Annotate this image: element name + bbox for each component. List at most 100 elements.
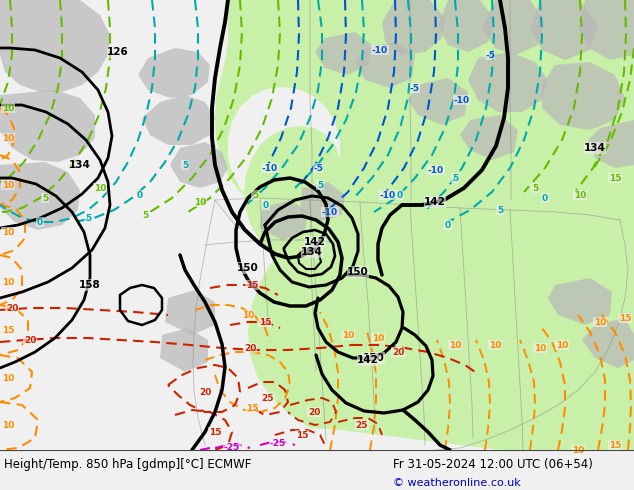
Text: 5: 5 [497,205,503,215]
Polygon shape [300,182,345,222]
Polygon shape [408,78,468,125]
Text: 20: 20 [6,303,18,313]
Text: 10: 10 [2,277,14,287]
Text: -10: -10 [372,46,388,54]
Polygon shape [170,142,228,188]
Text: 15: 15 [209,427,221,437]
Text: 5: 5 [452,173,458,182]
Polygon shape [548,278,612,325]
Text: Height/Temp. 850 hPa [gdmp][°C] ECMWF: Height/Temp. 850 hPa [gdmp][°C] ECMWF [4,458,251,470]
Polygon shape [530,0,598,60]
Text: 10: 10 [342,330,354,340]
Polygon shape [578,0,634,60]
Text: -5: -5 [410,83,420,93]
Text: 5: 5 [142,211,148,220]
Text: 0: 0 [542,194,548,202]
Text: 15: 15 [619,314,631,322]
Text: -10: -10 [322,207,338,217]
Polygon shape [438,0,495,52]
Text: -25: -25 [270,439,286,447]
Polygon shape [315,32,372,75]
Text: 0: 0 [445,220,451,229]
Text: 10: 10 [2,103,14,113]
Text: 25: 25 [262,393,275,402]
Polygon shape [0,162,80,230]
Text: 158: 158 [79,280,101,290]
Text: 15: 15 [259,318,271,326]
Text: 15: 15 [246,403,258,413]
Polygon shape [482,0,545,55]
Text: 10: 10 [572,445,584,455]
Text: 0: 0 [263,200,269,210]
Text: 20: 20 [308,408,320,416]
Text: 10: 10 [534,343,546,352]
Polygon shape [165,290,215,335]
Text: 15: 15 [609,441,621,449]
Text: © weatheronline.co.uk: © weatheronline.co.uk [393,478,521,488]
Text: 0: 0 [137,191,143,199]
Text: 10: 10 [2,373,14,383]
Text: 134: 134 [69,160,91,170]
Text: 150: 150 [363,353,385,363]
Polygon shape [542,62,625,130]
Text: 5: 5 [532,183,538,193]
Text: 15: 15 [295,431,308,440]
Text: 10: 10 [489,341,501,349]
Text: 10: 10 [2,180,14,190]
Text: 10: 10 [242,311,254,319]
Text: 10: 10 [556,341,568,349]
Text: -5: -5 [485,50,495,59]
Text: 20: 20 [199,388,211,396]
Text: -10: -10 [428,166,444,174]
Text: 5: 5 [317,180,323,190]
Polygon shape [215,0,634,450]
Text: 10: 10 [2,133,14,143]
Text: 25: 25 [356,420,368,430]
Text: 20: 20 [24,336,36,344]
Text: 150: 150 [237,263,259,273]
Polygon shape [142,95,215,145]
Text: -10: -10 [262,164,278,172]
Text: 5: 5 [42,194,48,202]
Text: 20: 20 [392,347,404,357]
Text: 142: 142 [304,237,326,247]
Polygon shape [138,48,210,98]
Text: 142: 142 [357,355,379,365]
Text: 5: 5 [85,214,91,222]
Text: 142: 142 [424,197,446,207]
Polygon shape [588,120,634,168]
Text: Fr 31-05-2024 12:00 UTC (06+54): Fr 31-05-2024 12:00 UTC (06+54) [393,458,593,470]
Text: 10: 10 [574,191,586,199]
Polygon shape [382,0,445,55]
Text: -10: -10 [454,96,470,104]
Text: 15: 15 [2,325,14,335]
Text: -25: -25 [224,442,240,451]
Text: 20: 20 [244,343,256,352]
Text: -5: -5 [313,164,323,172]
Text: 10: 10 [594,318,606,326]
Polygon shape [160,328,208,372]
Text: 10: 10 [449,341,461,349]
Polygon shape [0,90,95,162]
Polygon shape [0,0,110,92]
Polygon shape [355,42,415,88]
Text: 10: 10 [2,227,14,237]
Text: 5: 5 [252,191,258,199]
Text: 15: 15 [609,173,621,182]
Text: 10: 10 [2,420,14,430]
Text: 150: 150 [347,267,369,277]
Polygon shape [582,318,634,368]
Text: 10: 10 [372,334,384,343]
Text: 0: 0 [37,218,43,226]
Text: -10: -10 [380,191,396,199]
Text: 10: 10 [194,197,206,206]
Text: 134: 134 [584,143,606,153]
Text: 126: 126 [107,47,129,57]
Polygon shape [260,200,308,240]
Polygon shape [460,115,518,160]
Text: 134: 134 [301,247,323,257]
Text: 5: 5 [182,161,188,170]
Text: 15: 15 [246,280,258,290]
Text: 0: 0 [397,191,403,199]
Text: 10: 10 [94,183,106,193]
